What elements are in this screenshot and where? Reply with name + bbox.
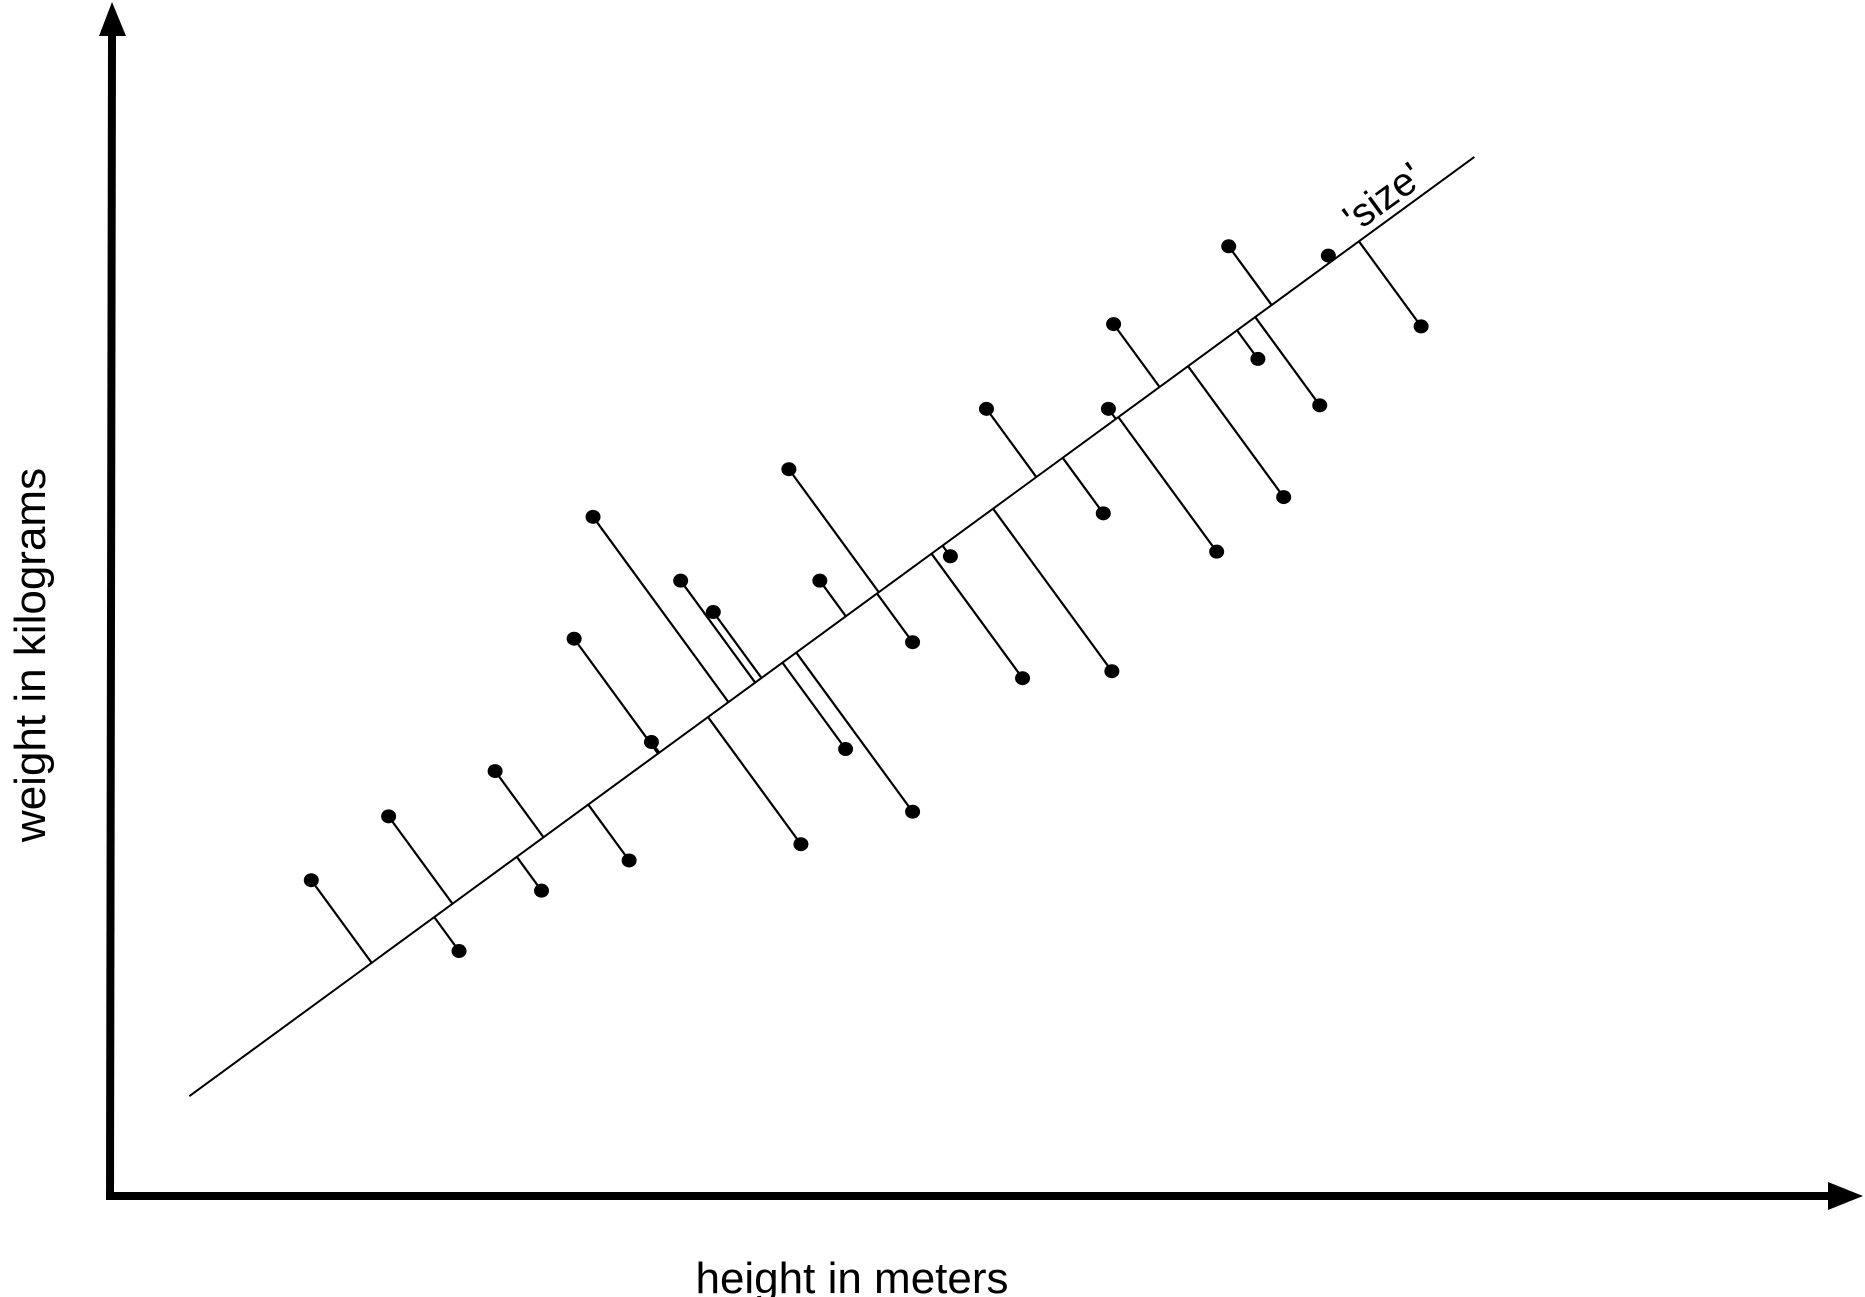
data-point	[1106, 317, 1122, 332]
data-point	[1413, 319, 1429, 334]
fit-line	[188, 156, 1475, 1097]
y-axis-label: weight in kilograms	[6, 468, 55, 843]
data-points	[303, 239, 1429, 959]
projection-line	[795, 651, 914, 813]
projection-line	[1117, 416, 1218, 553]
data-point	[781, 462, 797, 477]
projection-line	[587, 803, 631, 862]
projection-line	[1358, 240, 1423, 328]
data-point	[1095, 506, 1111, 521]
projection-line	[573, 638, 659, 755]
projection-line	[712, 611, 763, 679]
projection-line	[985, 408, 1038, 478]
projection-line	[781, 661, 847, 750]
data-point	[621, 853, 637, 868]
data-point	[585, 509, 601, 524]
projection-line	[1187, 365, 1285, 498]
projection-line	[592, 516, 730, 703]
data-point	[705, 605, 721, 620]
data-point	[1104, 664, 1120, 679]
data-point	[793, 837, 809, 852]
projection-line	[818, 580, 847, 617]
x-axis-arrowhead	[1828, 1182, 1863, 1210]
data-point	[381, 809, 397, 824]
data-point	[978, 401, 994, 416]
projection-line	[1227, 245, 1273, 306]
data-point	[1015, 671, 1031, 686]
fit-line-label: 'size'	[1335, 154, 1431, 241]
data-point	[1250, 351, 1266, 366]
data-point	[643, 735, 659, 750]
y-axis-arrowhead	[99, 2, 126, 36]
projection-line	[876, 592, 914, 643]
projection-line	[788, 468, 880, 593]
x-axis-label: height in meters	[695, 1254, 1008, 1297]
data-point	[1100, 401, 1116, 416]
data-point	[303, 873, 319, 888]
data-point	[673, 573, 689, 588]
data-point	[534, 883, 549, 898]
data-point	[1209, 544, 1225, 559]
data-point	[1221, 239, 1237, 254]
projection-line	[1254, 316, 1321, 407]
data-point	[487, 764, 503, 779]
data-point	[905, 804, 921, 819]
projection-line	[387, 815, 454, 905]
data-point	[905, 635, 921, 650]
data-point	[812, 573, 828, 588]
data-point	[1276, 490, 1292, 505]
projection-line	[1061, 457, 1105, 514]
projection-line	[992, 508, 1113, 672]
data-point	[566, 631, 582, 646]
projection-line	[310, 879, 373, 964]
projection-line	[930, 553, 1024, 679]
projection-line	[494, 770, 545, 838]
data-point	[942, 549, 958, 564]
data-point	[1320, 248, 1336, 263]
data-point	[1312, 398, 1328, 413]
projection-line	[1112, 323, 1161, 388]
data-point	[451, 944, 467, 959]
data-point	[838, 742, 854, 757]
axes	[99, 2, 1863, 1210]
projection-line	[707, 716, 802, 845]
projection-line	[679, 580, 757, 684]
y-axis-line	[106, 34, 116, 1199]
